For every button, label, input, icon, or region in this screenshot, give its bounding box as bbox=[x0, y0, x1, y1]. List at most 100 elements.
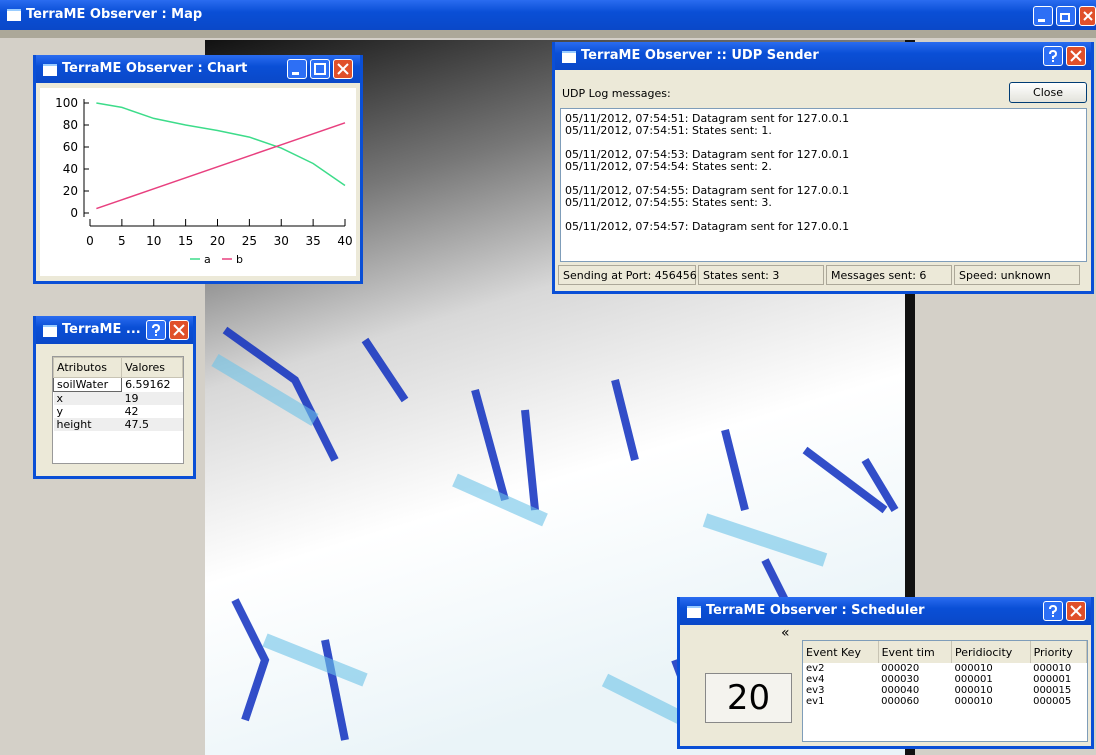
table-cell: 000010 bbox=[952, 696, 1031, 707]
desktop: TerraME Observer : Map TerraME Observer … bbox=[0, 0, 1096, 755]
table-cell: 47.5 bbox=[122, 418, 183, 431]
table-cell: 000001 bbox=[1030, 674, 1086, 685]
y-tick-label: 0 bbox=[70, 206, 78, 220]
log-line: 05/11/2012, 07:54:54: States sent: 2. bbox=[565, 161, 1082, 173]
udp-window: TerraME Observer :: UDP Sender UDP Log m… bbox=[552, 42, 1094, 294]
table-cell: ev3 bbox=[803, 685, 878, 696]
log-area: 05/11/2012, 07:54:51: Datagram sent for … bbox=[560, 108, 1087, 262]
legend-label: b bbox=[236, 253, 243, 266]
x-tick-label: 0 bbox=[86, 234, 94, 248]
table-cell: 000040 bbox=[878, 685, 951, 696]
log-group: 05/11/2012, 07:54:57: Datagram sent for … bbox=[565, 221, 1082, 233]
table-cell: 000015 bbox=[1030, 685, 1086, 696]
status-field: Speed: unknown bbox=[954, 265, 1080, 285]
chart-window: TerraME Observer : Chart 020406080100051… bbox=[33, 55, 363, 284]
x-tick-label: 35 bbox=[305, 234, 320, 248]
x-tick-label: 5 bbox=[118, 234, 126, 248]
window-title: TerraME ... bbox=[62, 322, 141, 337]
log-label: UDP Log messages: bbox=[562, 87, 671, 100]
help-button[interactable] bbox=[1043, 601, 1063, 621]
column-header: Atributos bbox=[54, 358, 122, 378]
close-button[interactable] bbox=[169, 320, 189, 340]
table-cell: 000010 bbox=[1030, 663, 1086, 674]
status-field: States sent: 3 bbox=[698, 265, 824, 285]
help-button[interactable] bbox=[146, 320, 166, 340]
table-cell: 6.59162 bbox=[122, 378, 183, 392]
minimize-button[interactable] bbox=[1033, 6, 1053, 26]
log-group: 05/11/2012, 07:54:55: Datagram sent for … bbox=[565, 185, 1082, 209]
log-line: 05/11/2012, 07:54:51: States sent: 1. bbox=[565, 125, 1082, 137]
column-header: Event Key bbox=[803, 641, 878, 663]
table-cell: y bbox=[54, 405, 122, 418]
table-cell: 000005 bbox=[1030, 696, 1086, 707]
window-title: TerraME Observer : Map bbox=[26, 7, 202, 22]
restore-button[interactable] bbox=[1056, 6, 1076, 26]
help-button[interactable] bbox=[1043, 46, 1063, 66]
toolbar-strip bbox=[0, 30, 1096, 38]
window-title: TerraME Observer : Scheduler bbox=[706, 603, 925, 618]
scheduler-window: TerraME Observer : Scheduler « 20 Event … bbox=[677, 597, 1094, 749]
title-bar: TerraME Observer : Map bbox=[0, 0, 1096, 30]
close-button[interactable] bbox=[1079, 6, 1096, 26]
line-series bbox=[96, 103, 345, 186]
table-cell: 000010 bbox=[952, 685, 1031, 696]
status-field: Sending at Port: 456456 bbox=[558, 265, 696, 285]
table-cell: x bbox=[54, 392, 122, 406]
table-cell: ev4 bbox=[803, 674, 878, 685]
log-group: 05/11/2012, 07:54:53: Datagram sent for … bbox=[565, 149, 1082, 173]
table-cell: 19 bbox=[122, 392, 183, 406]
y-tick-label: 40 bbox=[63, 162, 78, 176]
table-cell: 42 bbox=[122, 405, 183, 418]
column-header: Valores bbox=[122, 358, 183, 378]
event-table: Event KeyEvent timPeridiocityPriorityev2… bbox=[802, 640, 1088, 742]
y-tick-label: 100 bbox=[55, 96, 78, 110]
log-line: 05/11/2012, 07:54:55: States sent: 3. bbox=[565, 197, 1082, 209]
title-bar: TerraME Observer :: UDP Sender bbox=[555, 42, 1091, 70]
status-field: Messages sent: 6 bbox=[826, 265, 952, 285]
y-tick-label: 60 bbox=[63, 140, 78, 154]
column-header: Event tim bbox=[878, 641, 951, 663]
minimize-button[interactable] bbox=[287, 59, 307, 79]
maximize-button[interactable] bbox=[310, 59, 330, 79]
table-cell: 000020 bbox=[878, 663, 951, 674]
header-row: Event KeyEvent timPeridiocityPriority bbox=[803, 641, 1087, 663]
window-title: TerraME Observer : Chart bbox=[62, 61, 247, 76]
y-tick-label: 20 bbox=[63, 184, 78, 198]
title-bar: TerraME Observer : Scheduler bbox=[680, 597, 1091, 625]
window-title: TerraME Observer :: UDP Sender bbox=[581, 48, 819, 63]
column-header: Peridiocity bbox=[952, 641, 1031, 663]
log-line: 05/11/2012, 07:54:57: Datagram sent for … bbox=[565, 221, 1082, 233]
log-group: 05/11/2012, 07:54:51: Datagram sent for … bbox=[565, 113, 1082, 137]
close-dialog-button[interactable]: Close bbox=[1009, 82, 1087, 103]
close-button[interactable] bbox=[1066, 46, 1086, 66]
x-tick-label: 30 bbox=[274, 234, 289, 248]
legend-label: a bbox=[204, 253, 211, 266]
x-tick-label: 25 bbox=[242, 234, 257, 248]
table-cell: ev2 bbox=[803, 663, 878, 674]
nav-button[interactable]: « bbox=[781, 625, 790, 641]
table-cell: ev1 bbox=[803, 696, 878, 707]
table-cell: soilWater bbox=[54, 378, 122, 392]
table-cell: 000001 bbox=[952, 674, 1031, 685]
table-cell: height bbox=[54, 418, 122, 431]
close-button[interactable] bbox=[333, 59, 353, 79]
x-tick-label: 15 bbox=[178, 234, 193, 248]
table-cell: 000030 bbox=[878, 674, 951, 685]
x-tick-label: 10 bbox=[146, 234, 161, 248]
table-cell: 000060 bbox=[878, 696, 951, 707]
close-button[interactable] bbox=[1066, 601, 1086, 621]
line-series bbox=[96, 123, 345, 209]
